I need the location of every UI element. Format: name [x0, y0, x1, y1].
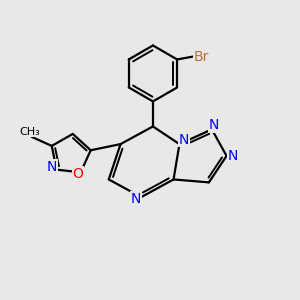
Text: N: N [209, 118, 219, 132]
Text: N: N [131, 192, 141, 206]
Text: N: N [47, 160, 57, 174]
Text: CH₃: CH₃ [20, 127, 40, 136]
Text: O: O [72, 167, 83, 181]
Text: Br: Br [194, 50, 209, 64]
Text: N: N [227, 149, 238, 163]
Text: N: N [179, 133, 189, 147]
